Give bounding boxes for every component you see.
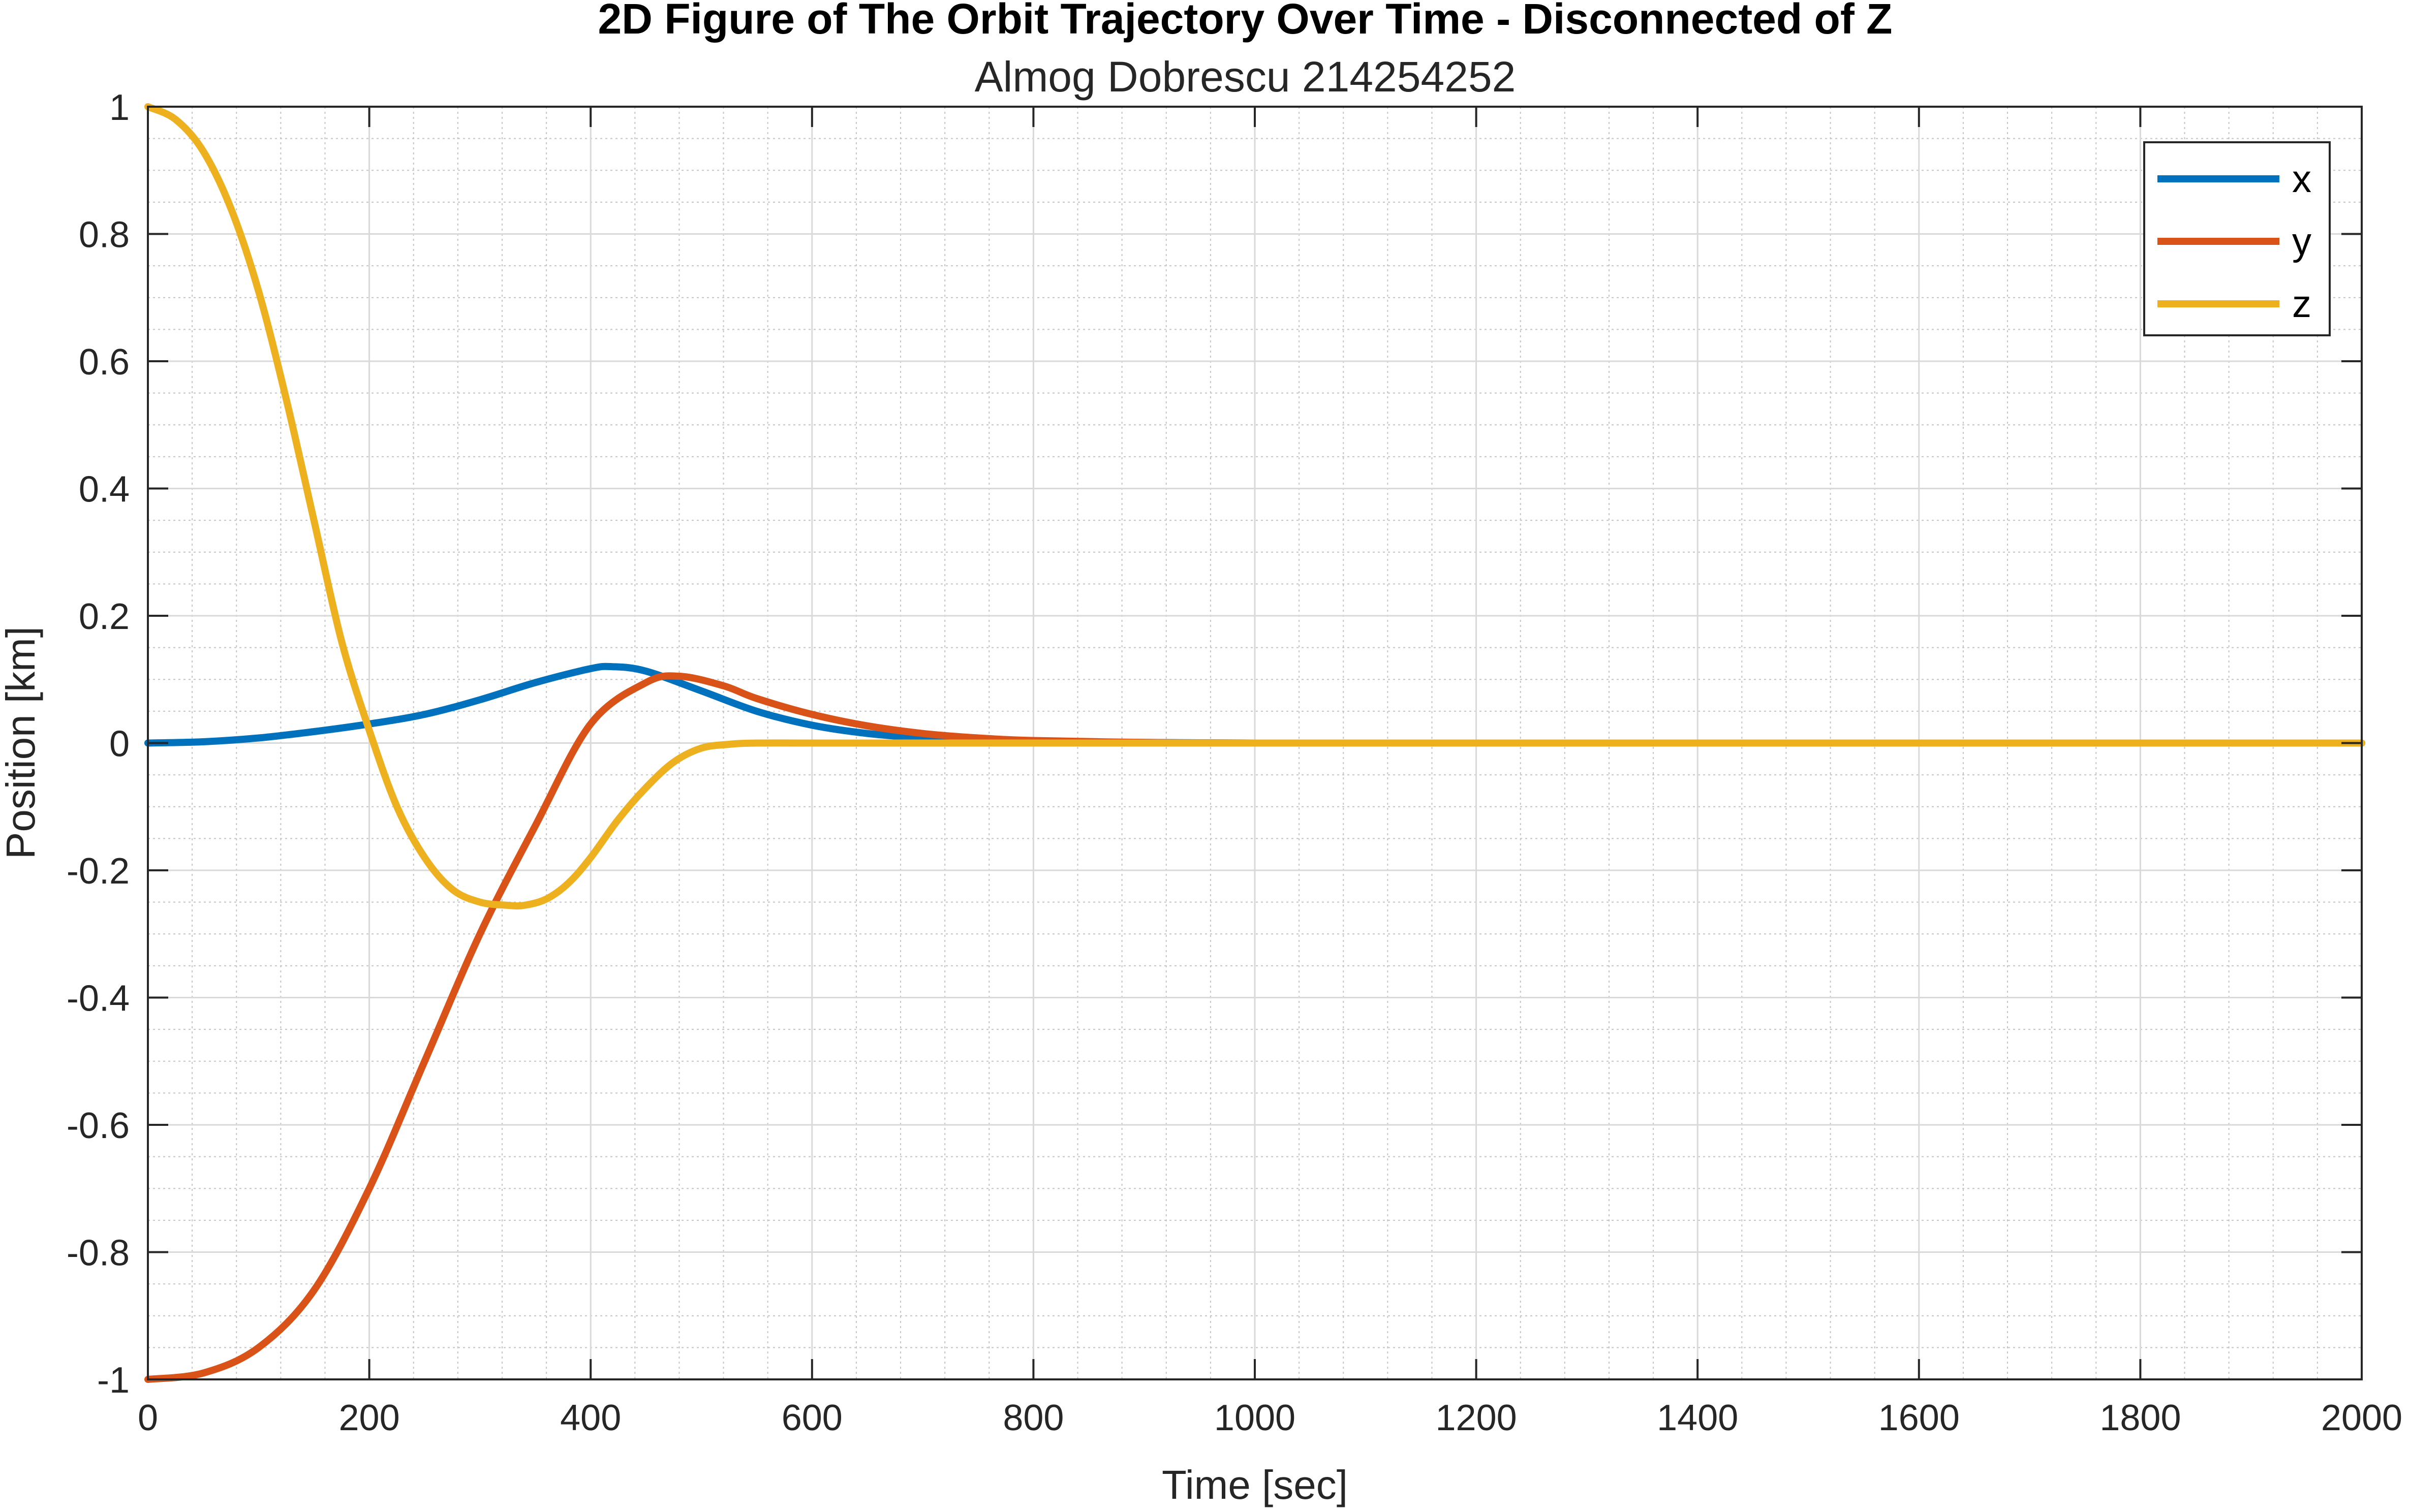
y-tick-label: -0.8 — [67, 1233, 130, 1274]
legend-label-y: y — [2292, 220, 2311, 263]
x-tick-label: 1600 — [1878, 1398, 1960, 1438]
y-tick-label: 0.6 — [79, 342, 130, 383]
x-tick-label: 2000 — [2321, 1398, 2402, 1438]
legend-label-x: x — [2292, 158, 2311, 201]
y-tick-label: 0.2 — [79, 596, 130, 637]
y-tick-label: 1 — [109, 87, 130, 128]
x-axis-label: Time [sec] — [1162, 1462, 1348, 1507]
legend: xyz — [2143, 141, 2331, 336]
x-tick-labels: 0 200 400 600 800 1000 1200 1400 1600 1800 2000 — [138, 1398, 2402, 1438]
x-tick-label: 1800 — [2099, 1398, 2181, 1438]
y-tick-label: -1 — [97, 1360, 130, 1401]
x-tick-label: 200 — [339, 1398, 400, 1438]
x-tick-label: 1400 — [1657, 1398, 1738, 1438]
legend-label-z: z — [2292, 282, 2311, 326]
y-tick-label: 0.8 — [79, 215, 130, 256]
tick-marks — [147, 106, 2363, 1380]
series-layer — [144, 103, 2365, 1383]
y-tick-label: -0.4 — [67, 979, 130, 1019]
chart-subtitle: Almog Dobrescu 214254252 — [975, 53, 1516, 101]
y-axis-label: Position [km] — [0, 626, 43, 859]
x-tick-label: 1000 — [1214, 1398, 1295, 1438]
x-tick-label: 400 — [560, 1398, 621, 1438]
y-tick-label: 0 — [109, 724, 130, 765]
y-tick-labels: -1 -0.8 -0.6 -0.4 -0.2 0 0.2 0.4 0.6 0.8 1 — [67, 87, 130, 1401]
x-tick-label: 600 — [782, 1398, 843, 1438]
x-tick-label: 0 — [138, 1398, 158, 1438]
x-tick-label: 1200 — [1436, 1398, 1517, 1438]
chart-title: 2D Figure of The Orbit Trajectory Over T… — [598, 0, 1893, 43]
x-tick-label: 800 — [1003, 1398, 1064, 1438]
series-line-z — [144, 103, 2365, 910]
y-tick-label: 0.4 — [79, 469, 130, 510]
y-tick-label: -0.6 — [67, 1106, 130, 1146]
y-tick-label: -0.2 — [67, 851, 130, 892]
legend-entries: xyz — [2157, 158, 2311, 326]
